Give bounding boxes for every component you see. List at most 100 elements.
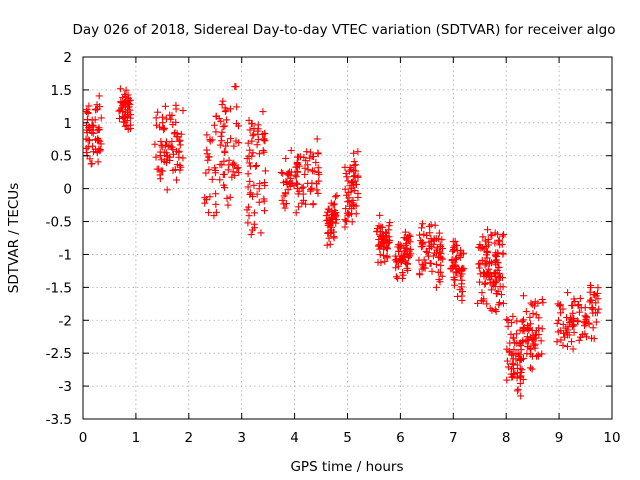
data-point xyxy=(354,148,362,156)
data-point xyxy=(569,309,577,317)
data-point xyxy=(394,243,402,251)
data-point xyxy=(383,252,391,260)
data-point xyxy=(514,385,522,393)
data-point xyxy=(491,269,499,277)
data-point xyxy=(84,115,92,123)
data-point xyxy=(559,305,567,313)
data-point xyxy=(331,193,339,201)
data-point xyxy=(96,103,104,111)
data-point xyxy=(438,272,446,280)
data-point xyxy=(407,245,415,253)
data-point xyxy=(290,182,298,190)
data-point xyxy=(450,276,458,284)
data-point xyxy=(347,166,355,174)
data-point xyxy=(553,338,561,346)
data-point xyxy=(177,130,185,138)
data-point xyxy=(97,140,105,148)
data-point xyxy=(222,106,230,114)
data-point xyxy=(343,173,351,181)
data-point xyxy=(457,272,465,280)
data-point xyxy=(404,260,412,268)
x-tick-label: 1 xyxy=(132,430,141,446)
data-point xyxy=(219,97,227,105)
data-point xyxy=(456,253,464,261)
data-point xyxy=(216,176,224,184)
y-tick-label: 0 xyxy=(63,182,72,198)
data-point xyxy=(202,169,210,177)
x-tick-label: 2 xyxy=(185,430,194,446)
data-point xyxy=(206,193,214,201)
data-point xyxy=(204,156,212,164)
data-point xyxy=(179,107,187,115)
data-point xyxy=(332,219,340,227)
data-point xyxy=(176,161,184,169)
data-point xyxy=(173,176,181,184)
data-point xyxy=(223,116,231,124)
data-point xyxy=(169,166,177,174)
data-point xyxy=(216,141,224,149)
data-point xyxy=(202,196,210,204)
data-point xyxy=(328,211,336,219)
data-point xyxy=(220,157,228,165)
data-point xyxy=(313,186,321,194)
data-point xyxy=(595,305,603,313)
data-point xyxy=(244,219,252,227)
data-point xyxy=(341,163,349,171)
data-point xyxy=(500,231,508,239)
data-point xyxy=(153,121,161,129)
data-point xyxy=(95,124,103,132)
data-point xyxy=(475,264,483,272)
data-point xyxy=(417,237,425,245)
data-point xyxy=(205,166,213,174)
data-point xyxy=(557,309,565,317)
data-point xyxy=(476,270,484,278)
data-point xyxy=(567,314,575,322)
data-point xyxy=(574,318,582,326)
data-point xyxy=(345,167,353,175)
x-tick-label: 4 xyxy=(290,430,299,446)
data-point xyxy=(532,327,540,335)
data-point xyxy=(293,160,301,168)
data-point xyxy=(308,184,316,192)
data-point xyxy=(220,170,228,178)
data-point xyxy=(226,193,234,201)
data-point xyxy=(88,160,96,168)
data-point xyxy=(405,254,413,262)
data-point xyxy=(478,289,486,297)
data-point xyxy=(312,159,320,167)
data-point xyxy=(221,122,229,130)
data-point xyxy=(212,128,220,136)
data-point xyxy=(163,186,171,194)
x-tick-label: 7 xyxy=(449,430,458,446)
data-point xyxy=(156,171,164,179)
data-point xyxy=(84,109,92,117)
data-point xyxy=(458,250,466,258)
data-point xyxy=(425,245,433,253)
data-point xyxy=(489,282,497,290)
y-tick-label: -2.5 xyxy=(46,346,72,362)
data-point xyxy=(499,249,507,257)
data-point xyxy=(250,124,258,132)
data-point xyxy=(499,283,507,291)
data-point xyxy=(519,292,527,300)
data-point xyxy=(315,170,323,178)
data-point xyxy=(425,238,433,246)
data-point xyxy=(255,185,263,193)
data-point xyxy=(495,263,503,271)
data-point xyxy=(222,142,230,150)
data-point xyxy=(555,302,563,310)
data-point xyxy=(450,243,458,251)
data-point xyxy=(434,268,442,276)
data-point xyxy=(218,128,226,136)
data-point xyxy=(460,249,468,257)
data-point xyxy=(534,299,542,307)
data-point xyxy=(402,259,410,267)
data-point xyxy=(210,212,218,220)
data-point xyxy=(509,312,517,320)
data-point xyxy=(203,146,211,154)
data-point xyxy=(159,167,167,175)
data-point xyxy=(172,101,180,109)
data-point xyxy=(259,108,267,116)
data-point xyxy=(156,152,164,160)
data-point xyxy=(121,112,129,120)
